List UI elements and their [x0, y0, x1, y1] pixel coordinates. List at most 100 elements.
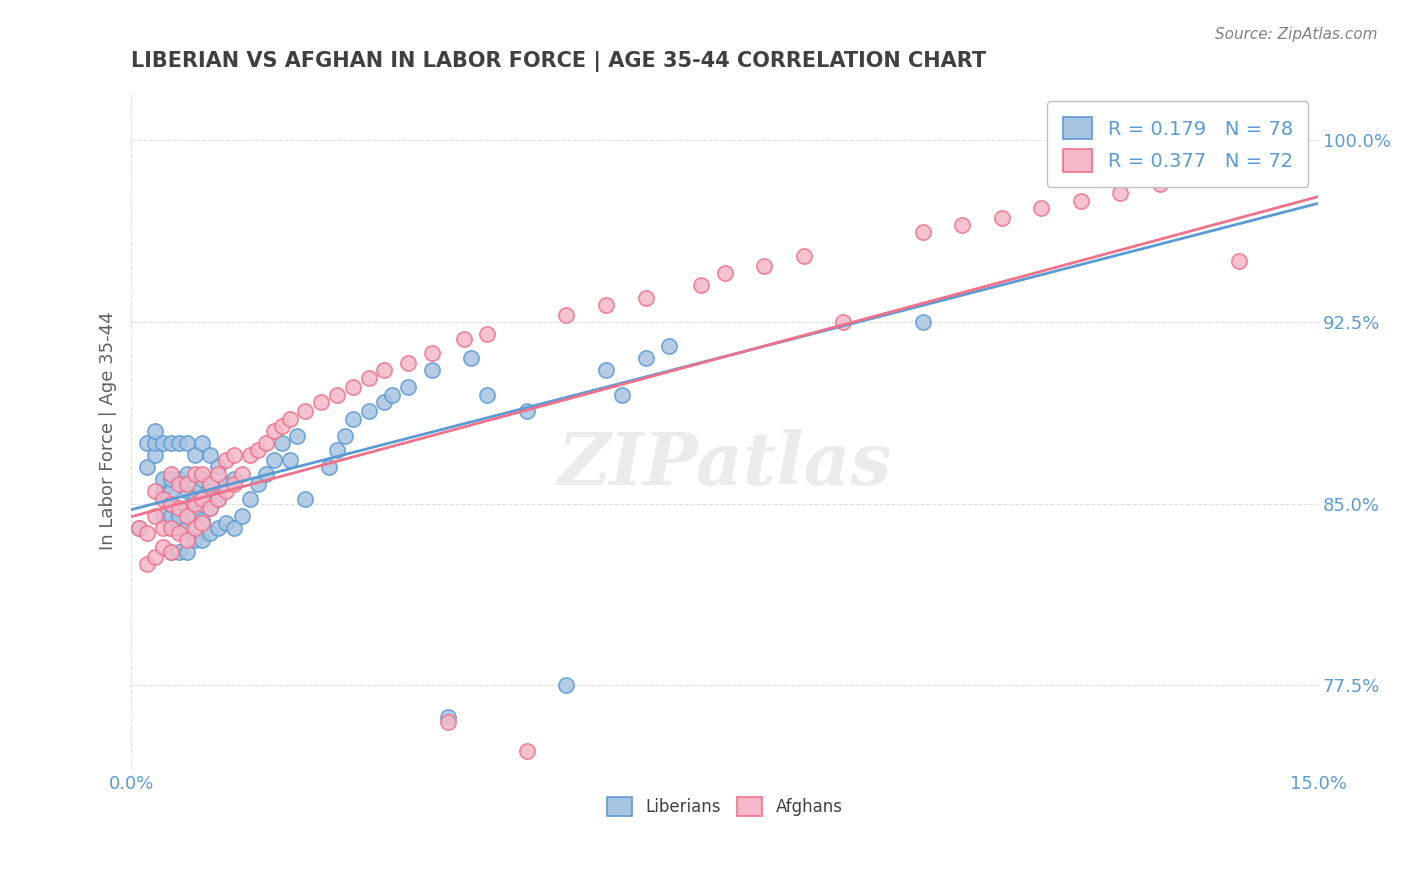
- Point: [215, 516, 238, 530]
- Point: [136, 460, 159, 475]
- Point: [555, 678, 578, 692]
- Point: [128, 521, 150, 535]
- Point: [270, 419, 292, 434]
- Point: [176, 521, 198, 535]
- Point: [183, 521, 205, 535]
- Point: [152, 508, 174, 523]
- Point: [420, 346, 443, 360]
- Point: [183, 467, 205, 482]
- Point: [183, 477, 205, 491]
- Point: [191, 467, 214, 482]
- Point: [224, 521, 246, 535]
- Point: [207, 491, 229, 506]
- Point: [278, 411, 301, 425]
- Point: [128, 521, 150, 535]
- Point: [373, 394, 395, 409]
- Point: [152, 491, 174, 506]
- Point: [357, 370, 380, 384]
- Point: [143, 508, 166, 523]
- Legend: Liberians, Afghans: Liberians, Afghans: [600, 790, 849, 822]
- Point: [143, 448, 166, 462]
- Point: [176, 484, 198, 499]
- Point: [191, 516, 214, 530]
- Point: [294, 491, 316, 506]
- Point: [152, 484, 174, 499]
- Point: [436, 714, 458, 729]
- Point: [152, 436, 174, 450]
- Point: [516, 743, 538, 757]
- Point: [239, 448, 262, 462]
- Point: [176, 467, 198, 482]
- Point: [658, 339, 681, 353]
- Y-axis label: In Labor Force | Age 35-44: In Labor Force | Age 35-44: [100, 311, 117, 550]
- Point: [159, 545, 181, 559]
- Point: [342, 380, 364, 394]
- Point: [263, 424, 285, 438]
- Point: [309, 394, 332, 409]
- Point: [990, 211, 1012, 225]
- Point: [136, 525, 159, 540]
- Point: [191, 491, 214, 506]
- Point: [143, 549, 166, 564]
- Point: [287, 428, 309, 442]
- Point: [176, 533, 198, 547]
- Point: [357, 404, 380, 418]
- Point: [191, 533, 214, 547]
- Point: [246, 443, 269, 458]
- Point: [167, 472, 190, 486]
- Point: [159, 521, 181, 535]
- Point: [832, 315, 855, 329]
- Point: [176, 501, 198, 516]
- Point: [754, 259, 776, 273]
- Point: [215, 484, 238, 499]
- Point: [246, 477, 269, 491]
- Point: [159, 496, 181, 510]
- Point: [167, 521, 190, 535]
- Point: [396, 380, 419, 394]
- Point: [396, 356, 419, 370]
- Point: [167, 525, 190, 540]
- Point: [254, 467, 277, 482]
- Point: [872, 787, 894, 801]
- Point: [713, 266, 735, 280]
- Point: [143, 436, 166, 450]
- Point: [278, 453, 301, 467]
- Point: [167, 501, 190, 516]
- Point: [911, 315, 934, 329]
- Point: [950, 218, 973, 232]
- Point: [224, 472, 246, 486]
- Point: [1149, 128, 1171, 143]
- Point: [200, 484, 222, 499]
- Point: [136, 436, 159, 450]
- Point: [239, 491, 262, 506]
- Point: [183, 508, 205, 523]
- Point: [143, 484, 166, 499]
- Point: [183, 533, 205, 547]
- Point: [595, 363, 617, 377]
- Point: [191, 472, 214, 486]
- Point: [143, 424, 166, 438]
- Point: [152, 521, 174, 535]
- Point: [1164, 169, 1187, 184]
- Point: [159, 436, 181, 450]
- Point: [326, 387, 349, 401]
- Point: [634, 291, 657, 305]
- Point: [1070, 194, 1092, 208]
- Point: [200, 448, 222, 462]
- Point: [207, 491, 229, 506]
- Point: [342, 411, 364, 425]
- Point: [176, 508, 198, 523]
- Point: [318, 460, 340, 475]
- Point: [191, 513, 214, 527]
- Point: [333, 428, 356, 442]
- Point: [152, 472, 174, 486]
- Point: [159, 484, 181, 499]
- Point: [595, 298, 617, 312]
- Point: [911, 225, 934, 239]
- Point: [200, 525, 222, 540]
- Point: [436, 709, 458, 723]
- Point: [183, 496, 205, 510]
- Point: [1031, 201, 1053, 215]
- Point: [200, 477, 222, 491]
- Point: [159, 467, 181, 482]
